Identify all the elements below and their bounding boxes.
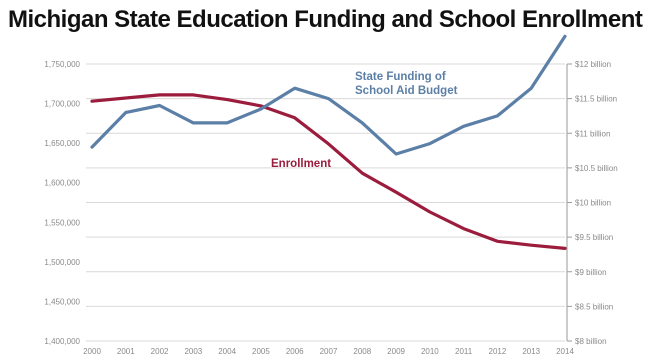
left-tick-label: 1,650,000 [44,139,80,148]
enrollment-label: Enrollment [271,158,331,170]
x-tick-label: 2000 [83,347,101,356]
right-tick-label: $9 billion [575,268,607,277]
x-tick-label: 2004 [218,347,236,356]
funding-label: State Funding of [355,71,446,83]
chart-title: Michigan State Education Funding and Sch… [8,6,643,33]
series-labels: Enrollment State Funding of School Aid Bud… [271,71,458,170]
x-tick-label: 2002 [151,347,169,356]
right-axis-ticks: $8 billion $8.5 billion $9 billion $9.5 bil… [567,60,618,346]
x-tick-label: 2008 [353,347,371,356]
left-tick-label: 1,400,000 [44,337,80,346]
enrollment-line [90,93,567,250]
left-tick-label: 1,600,000 [44,179,80,188]
right-tick-label: $11 billion [575,129,610,138]
right-tick-label: $8.5 billion [575,302,613,311]
left-tick-label: 1,750,000 [44,60,80,69]
x-tick-label: 2009 [387,347,405,356]
x-tick-label: 2001 [117,347,135,356]
left-tick-label: 1,550,000 [44,218,80,227]
right-tick-label: $10.5 billion [575,164,618,173]
funding-label: School Aid Budget [355,85,458,97]
right-tick-label: $12 billion [575,60,611,69]
x-tick-label: 2005 [252,347,270,356]
x-tick-label: 2013 [522,347,540,356]
x-tick-label: 2012 [489,347,507,356]
left-axis-ticks: 1,400,000 1,450,000 1,500,000 1,550,000 1,60… [44,60,80,346]
left-tick-label: 1,500,000 [44,258,80,267]
funding-line [90,34,567,156]
series-lines [90,34,567,250]
right-tick-label: $8 billion [575,337,607,346]
left-tick-label: 1,450,000 [44,297,80,306]
left-tick-label: 1,700,000 [44,100,80,109]
right-tick-label: $10 billion [575,199,611,208]
x-tick-label: 2011 [455,347,473,356]
right-tick-label: $9.5 billion [575,233,613,242]
x-tick-label: 2007 [320,347,338,356]
x-tick-label: 2014 [556,347,574,356]
x-tick-label: 2003 [184,347,202,356]
x-axis-ticks: 2000 2001 2002 2003 2004 2005 2006 2007 2008 2009… [83,347,574,356]
right-tick-label: $11.5 billion [575,95,617,104]
x-tick-label: 2010 [421,347,439,356]
x-tick-label: 2006 [286,347,304,356]
